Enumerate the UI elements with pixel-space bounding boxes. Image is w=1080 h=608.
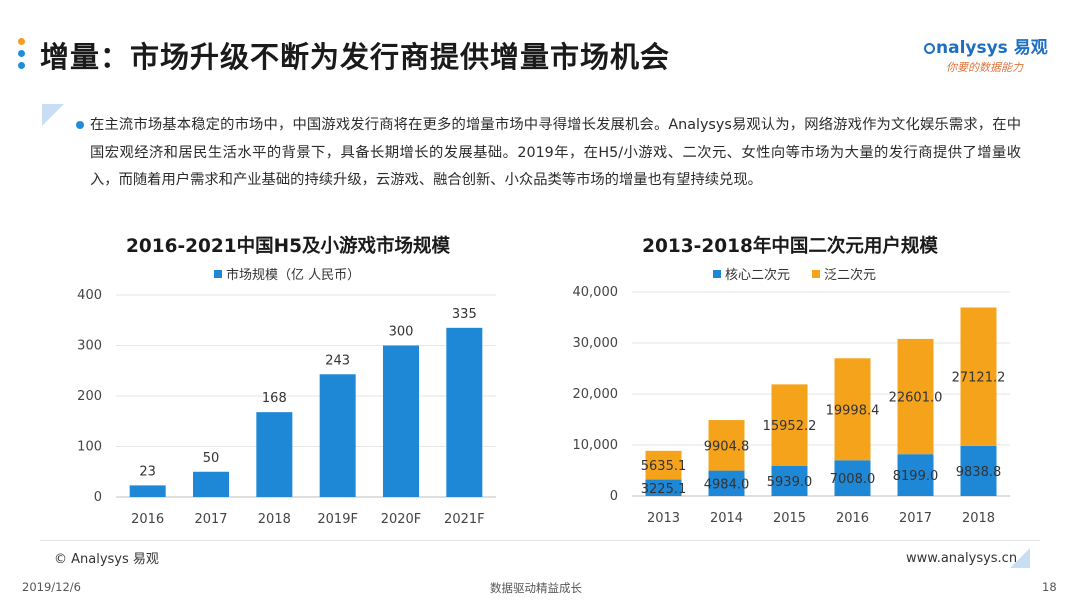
chart2-legend-label-pan: 泛二次元 — [824, 268, 877, 283]
corner-decoration-top-left — [42, 104, 64, 126]
chart1-xtick-label: 2020F — [381, 512, 422, 527]
chart2-data-label-core: 3225.1 — [641, 482, 687, 497]
chart1-data-label: 50 — [203, 451, 220, 466]
chart2-bar-pan — [960, 307, 997, 446]
chart1-xtick-label: 2016 — [131, 512, 164, 527]
chart2-bar-core — [645, 479, 682, 496]
chart2-bar-core — [708, 470, 745, 496]
chart2-title: 2013-2018年中国二次元用户规模 — [642, 236, 938, 257]
summary-bullet: 在主流市场基本稳定的市场中，中国游戏发行商将在更多的增量市场中寻得增长发展机会。… — [76, 112, 1021, 195]
chart1-bar — [319, 374, 356, 497]
logo-slogan: 你要的数据能力 — [946, 61, 1023, 74]
chart1-data-label: 335 — [452, 307, 477, 322]
chart1-data-label: 168 — [262, 391, 287, 406]
chart2-legend-label-core: 核心二次元 — [725, 268, 791, 283]
chart1-bar — [256, 412, 293, 497]
chart2-bar-pan — [897, 338, 934, 455]
chart1-ytick-label: 200 — [77, 389, 102, 404]
chart1-bar — [193, 471, 229, 497]
chart2-bar-pan — [771, 384, 808, 466]
chart2-data-label-core: 8199.0 — [893, 469, 939, 484]
chart2-ytick-label: 10,000 — [573, 438, 619, 453]
chart1-bar — [446, 327, 483, 497]
corner-decoration-bottom-right — [1010, 548, 1030, 568]
website-link[interactable]: www.analysys.cn — [906, 551, 1018, 566]
analysys-logo: nalysys 易观 你要的数据能力 — [924, 33, 1054, 75]
page-title: 增量：市场升级不断为发行商提供增量市场机会 — [40, 40, 671, 74]
chart2-bar-pan — [708, 420, 745, 471]
page-number: 18 — [1042, 580, 1057, 594]
chart2-data-label-pan: 15952.2 — [763, 419, 817, 434]
chart2-bar-pan — [645, 450, 682, 480]
summary-text: 在主流市场基本稳定的市场中，中国游戏发行商将在更多的增量市场中寻得增长发展机会。… — [90, 117, 1021, 188]
chart2-data-label-core: 9838.8 — [956, 465, 1002, 480]
chart2-data-label-pan: 22601.0 — [889, 391, 943, 406]
chart1-bar — [129, 485, 166, 497]
chart2-bar-core — [771, 465, 808, 496]
chart2-xtick-label: 2013 — [647, 511, 680, 526]
chart1-bar — [383, 345, 419, 497]
logo-ring-icon — [924, 43, 935, 54]
chart1-legend: 市场规模（亿 人民币） — [214, 264, 360, 283]
chart2-xtick-label: 2017 — [899, 511, 932, 526]
footer-date: 2019/12/6 — [22, 580, 81, 594]
footer-divider — [40, 540, 1040, 541]
chart2-bar-core — [960, 445, 997, 496]
chart2-data-label-pan: 27121.2 — [952, 371, 1006, 386]
chart1-ytick-label: 100 — [77, 440, 102, 455]
chart1-xtick-label: 2017 — [194, 512, 227, 527]
chart2-legend: 核心二次元 泛二次元 — [713, 264, 876, 283]
chart1-xtick-label: 2018 — [258, 512, 291, 527]
chart2-data-label-core: 7008.0 — [830, 472, 876, 487]
copyright-text: © Analysys 易观 — [54, 552, 159, 567]
chart1-plot: 0 100 200 300 400 23 2016 50 2017 168 2018 243 2019F… — [77, 288, 496, 527]
chart1-xtick-label: 2021F — [444, 512, 485, 527]
chart2-legend-swatch-pan — [812, 269, 821, 278]
chart1-data-label: 23 — [139, 464, 156, 479]
chart2-ytick-label: 30,000 — [573, 336, 619, 351]
chart2-ytick-label: 40,000 — [573, 285, 619, 300]
chart2-ytick-label: 0 — [610, 489, 618, 504]
chart2-legend-swatch-core — [713, 269, 721, 278]
header-dot-blue — [18, 50, 25, 57]
chart1-ytick-label: 300 — [77, 339, 102, 354]
chart1-data-label: 300 — [389, 325, 414, 340]
chart1-data-label: 243 — [325, 353, 350, 368]
header-dot-blue-2 — [18, 62, 25, 69]
chart2-data-label-core: 5939.0 — [767, 475, 813, 490]
chart2-xtick-label: 2016 — [836, 511, 869, 526]
header-dots — [18, 38, 28, 74]
chart2-data-label-pan: 9904.8 — [704, 439, 750, 454]
chart1-xtick-label: 2019F — [317, 512, 358, 527]
chart2-data-label-pan: 19998.4 — [826, 403, 880, 418]
logo-main-text: nalysys 易观 — [936, 38, 1048, 58]
chart2-xtick-label: 2014 — [710, 511, 743, 526]
chart1-legend-swatch — [214, 269, 222, 278]
header-dot-orange — [18, 38, 25, 45]
chart2-plot: 0 10,000 20,000 30,000 40,000 3225.1 5635.1 201… — [573, 285, 1010, 526]
chart2-ytick-label: 20,000 — [573, 387, 619, 402]
chart2-xtick-label: 2018 — [962, 511, 995, 526]
chart2-xtick-label: 2015 — [773, 511, 806, 526]
chart1-ytick-label: 400 — [77, 288, 102, 303]
chart1-legend-label: 市场规模（亿 人民币） — [226, 268, 361, 283]
chart2-bar-pan — [834, 358, 871, 461]
chart2-data-label-core: 4984.0 — [704, 477, 750, 492]
chart2-bar-core — [834, 460, 871, 496]
chart1-title: 2016-2021中国H5及小游戏市场规模 — [125, 236, 450, 257]
bullet-dot-icon — [76, 121, 84, 129]
chart2-bar-core — [897, 454, 934, 496]
chart1-ytick-label: 0 — [94, 490, 102, 505]
footer-slogan: 数据驱动精益成长 — [490, 581, 582, 595]
chart2-data-label-pan: 5635.1 — [641, 459, 687, 474]
